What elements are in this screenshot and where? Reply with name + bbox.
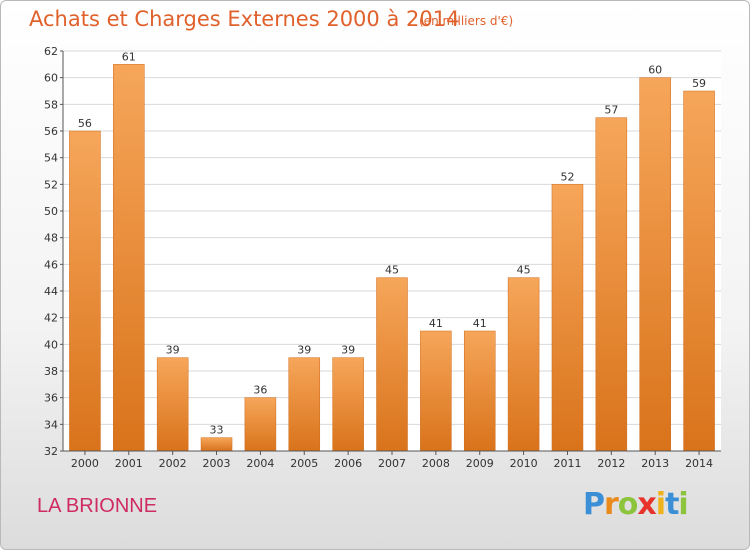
data-label: 39: [297, 344, 311, 357]
data-label: 39: [341, 344, 355, 357]
bar: [244, 397, 277, 452]
bar: [376, 277, 408, 452]
x-tick-label: 2008: [422, 457, 450, 470]
data-label: 39: [166, 344, 180, 357]
bar: [463, 330, 496, 452]
data-label: 61: [122, 50, 136, 63]
y-tick-label: 38: [44, 365, 58, 378]
x-tick-label: 2011: [553, 457, 581, 470]
y-tick-label: 36: [44, 392, 58, 405]
y-tick-label: 34: [44, 418, 58, 431]
x-tick-label: 2005: [290, 457, 318, 470]
bar: [551, 184, 584, 452]
data-label: 59: [692, 77, 706, 90]
y-tick-label: 54: [44, 152, 58, 165]
x-tick-label: 2014: [685, 457, 713, 470]
x-tick-label: 2010: [510, 457, 538, 470]
x-tick-label: 2006: [334, 457, 362, 470]
logo-letter: r: [604, 487, 619, 522]
logo-letter: i: [678, 487, 688, 522]
y-tick-label: 42: [44, 312, 58, 325]
logo-letter: i: [655, 487, 666, 522]
bar: [200, 437, 233, 452]
bar: [156, 357, 189, 452]
x-tick-label: 2000: [71, 457, 99, 470]
axes: 32 34 36 38 40 42 44 46 48 50 52 54 56 58 60 62 2000 2001…: [44, 45, 721, 470]
y-tick-label: 50: [44, 205, 58, 218]
logo-letter: x: [637, 487, 656, 522]
data-label: 41: [473, 317, 487, 330]
bar: [332, 357, 364, 452]
x-tick-label: 2003: [203, 457, 231, 470]
chart-subtitle: (en milliers d'€): [419, 14, 514, 28]
x-tick-label: 2002: [159, 457, 187, 470]
x-tick-label: 2007: [378, 457, 406, 470]
bar: [420, 330, 452, 452]
data-label: 41: [429, 317, 443, 330]
x-tick-label: 2009: [466, 457, 494, 470]
y-tick-label: 56: [44, 125, 58, 138]
data-label: 45: [517, 264, 531, 277]
y-tick-label: 60: [44, 72, 58, 85]
bar: [639, 77, 671, 452]
bar: [69, 130, 101, 452]
bar: [113, 64, 145, 452]
chart-title: Achats et Charges Externes 2000 à 2014: [29, 7, 460, 31]
y-tick-label: 48: [44, 232, 58, 245]
y-tick-label: 40: [44, 338, 58, 351]
data-label: 45: [385, 264, 399, 277]
x-tick-label: 2001: [115, 457, 143, 470]
y-tick-label: 46: [44, 258, 58, 271]
bar: [595, 117, 628, 452]
data-label: 52: [560, 170, 574, 183]
bar: [288, 357, 321, 452]
x-tick-label: 2012: [597, 457, 625, 470]
y-tick-label: 58: [44, 98, 58, 111]
x-tick-label: 2004: [246, 457, 274, 470]
data-label: 36: [253, 384, 267, 397]
proxiti-logo: Proxiti: [583, 487, 689, 522]
data-label: 33: [210, 424, 224, 437]
data-label: 56: [78, 117, 92, 130]
logo-letter: o: [617, 487, 639, 522]
y-tick-label: 52: [44, 178, 58, 191]
bars: 56 61 39 33 36 39 39 45 41 41 45 52 57 60 59: [69, 50, 715, 452]
bar: [507, 277, 540, 452]
bar: [683, 90, 715, 452]
data-label: 60: [648, 64, 662, 77]
y-tick-label: 32: [44, 445, 58, 458]
y-tick-label: 44: [44, 285, 58, 298]
logo-letter: t: [665, 487, 679, 522]
y-tick-label: 62: [44, 45, 58, 58]
x-tick-label: 2013: [641, 457, 669, 470]
data-label: 57: [604, 104, 618, 117]
commune-name: LA BRIONNE: [37, 495, 158, 517]
logo-letter: P: [583, 487, 605, 522]
